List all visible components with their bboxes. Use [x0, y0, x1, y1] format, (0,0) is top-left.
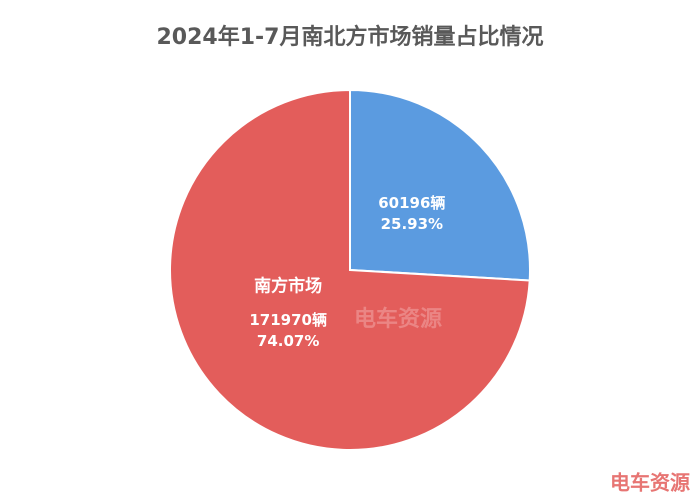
slice-percent-label: 25.93% [381, 215, 443, 233]
slice-count-label: 171970辆 [249, 311, 327, 329]
slice-count-label: 60196辆 [378, 194, 445, 212]
slice-category-label: 南方市场 [254, 275, 322, 296]
pie-slice [169, 88, 531, 451]
watermark: 电车资源 [354, 306, 442, 332]
watermark: 电车资源 [610, 471, 690, 495]
slice-percent-label: 74.07% [257, 332, 319, 350]
pie-slice [349, 88, 531, 282]
chart-title: 2024年1-7月南北方市场销量占比情况 [157, 24, 544, 50]
